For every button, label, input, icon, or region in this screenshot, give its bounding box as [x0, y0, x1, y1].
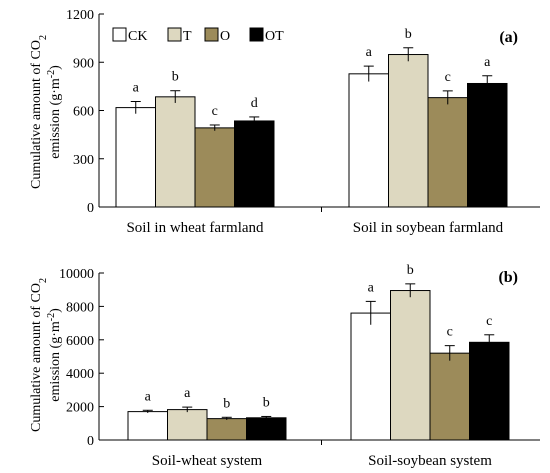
bar-ck — [127, 411, 168, 441]
significance-letter: b — [172, 70, 179, 85]
bar-ck — [348, 73, 389, 208]
y-tick-label: 2000 — [66, 401, 94, 416]
panel-label-a: (a) — [499, 29, 518, 46]
significance-letter: c — [445, 70, 451, 85]
bar-o — [194, 127, 235, 208]
significance-letter: c — [486, 314, 492, 329]
bar-t — [390, 290, 431, 441]
bar-o — [427, 97, 468, 208]
significance-letter: b — [405, 27, 412, 42]
y-tick-label: 8000 — [66, 300, 94, 315]
legend-swatch-ot — [249, 27, 264, 42]
significance-letter: c — [447, 325, 453, 340]
y-tick-label: 0 — [87, 201, 94, 216]
category-label: Soil-soybean system — [368, 453, 492, 469]
bar-t — [155, 96, 196, 208]
y-tick-label: 10000 — [59, 267, 94, 282]
y-tick-label: 300 — [73, 153, 94, 168]
y-axis-label-b: Cumulative amount of CO2 emission (g·m-2… — [29, 278, 63, 432]
significance-letter: c — [212, 104, 218, 119]
significance-letter: a — [368, 280, 375, 295]
y-axis-label-a-line1: Cumulative amount of CO2 — [29, 35, 49, 189]
bar-ot — [469, 341, 510, 441]
y-axis-label-b-line1: Cumulative amount of CO2 — [29, 278, 49, 432]
significance-letter: b — [263, 395, 270, 410]
significance-letter: a — [484, 55, 491, 70]
significance-letter: d — [251, 96, 258, 111]
y-axis-label-a-line2: emission (g·m-2) — [46, 65, 64, 159]
significance-letter: a — [184, 386, 191, 401]
panel-label-b: (b) — [498, 269, 518, 286]
legend-label-t: T — [183, 29, 192, 44]
panel-a: Cumulative amount of CO2 emission (g·m-2… — [29, 8, 540, 236]
panel-b: Cumulative amount of CO2 emission (g·m-2… — [29, 263, 540, 469]
significance-letter: b — [407, 263, 414, 278]
bar-ck — [115, 107, 156, 208]
y-tick-label: 1200 — [66, 8, 94, 23]
y-tick-label: 6000 — [66, 334, 94, 349]
bar-t — [167, 409, 208, 441]
bar-t — [388, 54, 429, 208]
significance-letter: a — [145, 389, 152, 404]
y-tick-label: 900 — [73, 56, 94, 71]
y-axis-label-a: Cumulative amount of CO2 emission (g·m-2… — [29, 35, 63, 189]
bar-o — [429, 352, 470, 441]
legend: CK T O OT — [112, 27, 284, 44]
significance-letter: a — [133, 80, 140, 95]
bar-ot — [234, 120, 275, 208]
significance-letter: a — [366, 45, 373, 60]
category-label: Soil in soybean farmland — [353, 220, 504, 236]
bar-ck — [350, 312, 391, 441]
legend-swatch-ck — [112, 27, 127, 42]
legend-label-ck: CK — [128, 29, 147, 44]
legend-label-o: O — [220, 29, 230, 44]
bar-ot — [467, 82, 508, 208]
category-label: Soil-wheat system — [152, 453, 263, 469]
y-tick-label: 4000 — [66, 367, 94, 382]
y-axis-label-b-line2: emission (g·m-2) — [46, 308, 64, 402]
y-tick-label: 0 — [87, 434, 94, 449]
bar-ot — [246, 417, 287, 441]
significance-letter: b — [223, 396, 230, 411]
category-label: Soil in wheat farmland — [126, 220, 264, 236]
legend-label-ot: OT — [265, 29, 284, 44]
y-tick-label: 600 — [73, 105, 94, 120]
legend-swatch-t — [167, 27, 182, 42]
legend-swatch-o — [204, 27, 219, 42]
bar-o — [206, 418, 247, 441]
